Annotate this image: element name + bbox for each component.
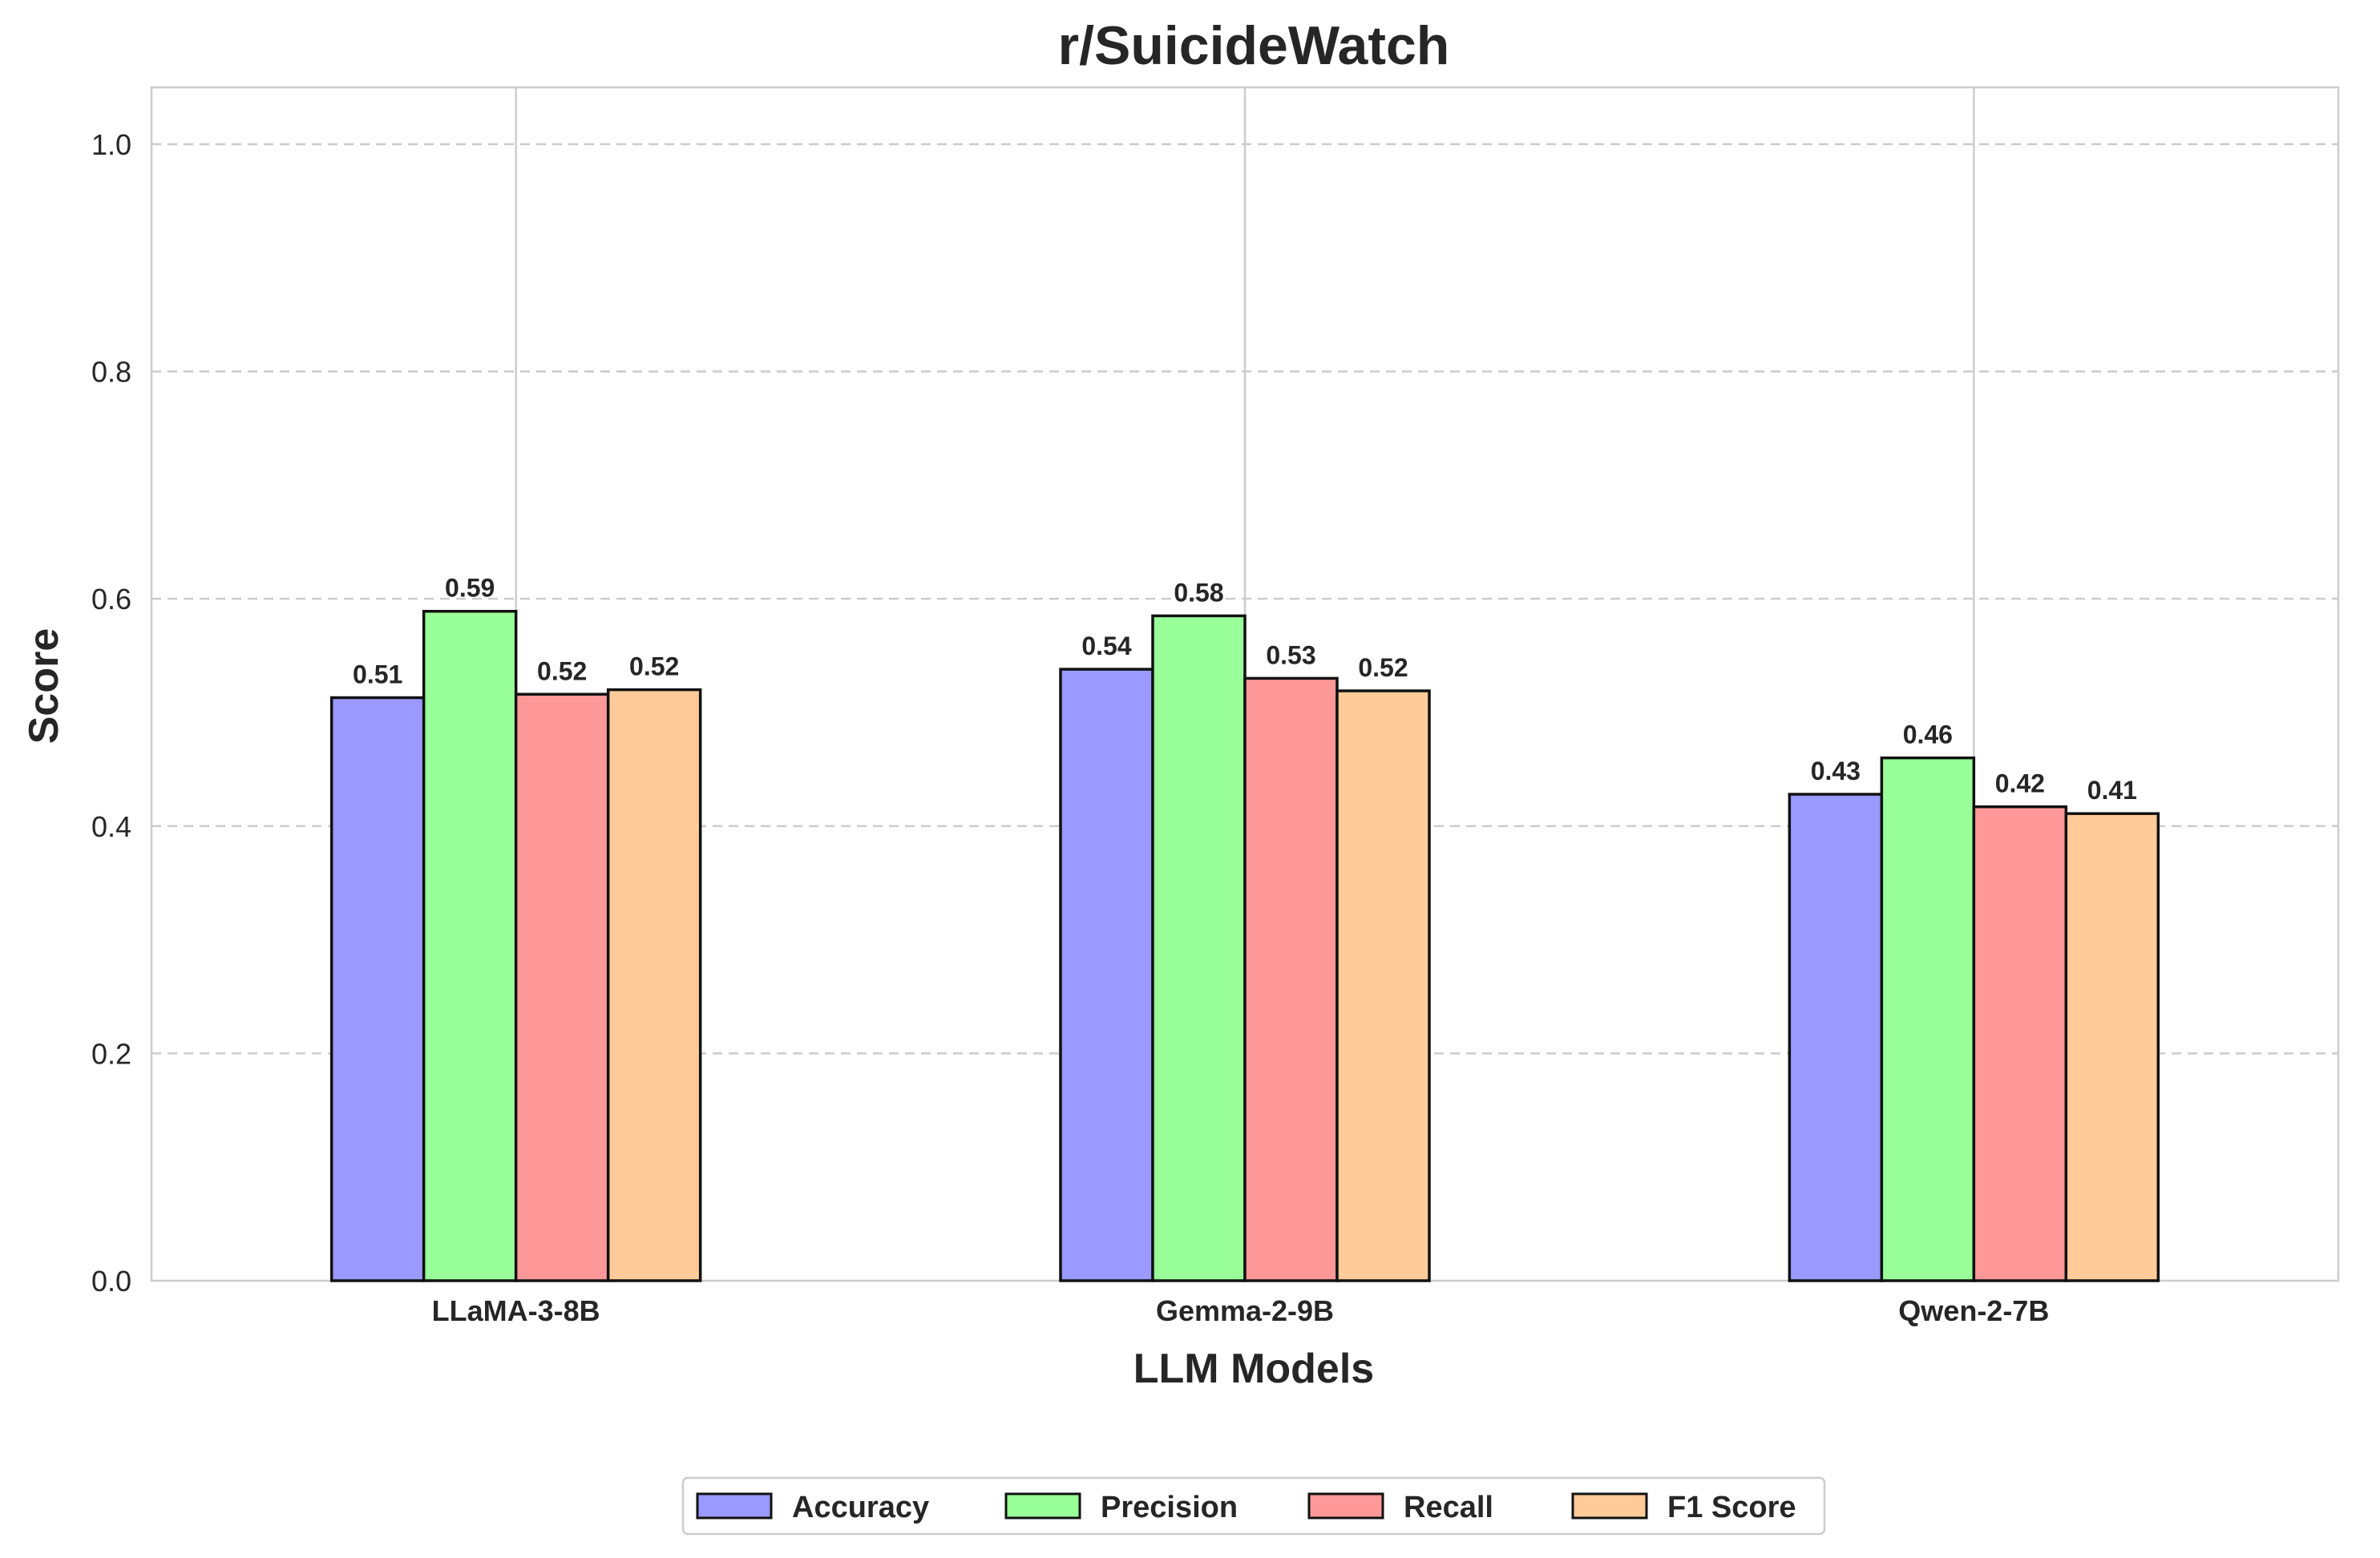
legend-swatch — [1571, 1492, 1648, 1520]
bar — [422, 609, 518, 1282]
bar — [606, 688, 702, 1282]
y-axis-label: Score — [21, 628, 67, 745]
y-tick-label: 1.0 — [91, 128, 131, 161]
x-tick-label: Qwen-2-7B — [1898, 1294, 2049, 1327]
bar — [1972, 805, 2068, 1282]
x-tick-label: LLaMA-3-8B — [432, 1294, 600, 1327]
legend-swatch — [1307, 1492, 1384, 1520]
data-label: 0.52 — [629, 652, 679, 681]
bar — [1151, 614, 1247, 1282]
bar — [1788, 793, 1884, 1282]
bar — [1243, 676, 1339, 1282]
legend-swatch — [1004, 1492, 1081, 1520]
data-label: 0.52 — [1358, 653, 1408, 682]
legend-swatch — [696, 1492, 773, 1520]
data-label: 0.42 — [1995, 769, 2045, 798]
x-tick-label: Gemma-2-9B — [1156, 1294, 1334, 1327]
data-label: 0.52 — [537, 656, 587, 685]
x-axis-label: LLM Models — [1133, 1346, 1374, 1392]
y-tick-label: 0.6 — [91, 583, 131, 616]
bar — [514, 692, 610, 1282]
legend-items: Accuracy Precision Recall F1 Score — [696, 1491, 1796, 1524]
data-label: 0.59 — [445, 574, 495, 603]
data-label: 0.58 — [1174, 578, 1223, 607]
data-label: 0.54 — [1081, 632, 1131, 660]
bars-layer — [329, 609, 2160, 1282]
legend: Accuracy Precision Recall F1 Score — [681, 1476, 1826, 1536]
bar — [1059, 668, 1154, 1282]
legend-label: Accuracy — [792, 1491, 929, 1524]
data-label: 0.43 — [1811, 757, 1861, 785]
legend-label: F1 Score — [1667, 1491, 1796, 1524]
bar — [329, 696, 426, 1282]
y-tick-label: 0.8 — [91, 356, 131, 389]
bar — [1880, 756, 1976, 1282]
data-labels-layer: 0.51 0.54 0.43 0.59 0.58 0.46 0.52 0.53 0.42 0.52… — [353, 574, 2137, 805]
y-tick-label: 0.4 — [91, 810, 131, 843]
legend-label: Recall — [1404, 1491, 1493, 1524]
data-label: 0.53 — [1266, 640, 1315, 669]
legend-label: Precision — [1101, 1491, 1238, 1524]
bar — [2064, 812, 2160, 1282]
y-tick-label: 0.2 — [91, 1037, 131, 1070]
legend-box — [681, 1476, 1826, 1536]
data-label: 0.51 — [353, 660, 402, 689]
bar — [1335, 689, 1431, 1282]
ticks-layer: 0.0 0.2 0.4 0.6 0.8 1.0 LLaMA-3-8B Gemma-2-9B Qw… — [91, 128, 2049, 1327]
data-label: 0.41 — [2087, 776, 2137, 805]
chart-title: r/SuicideWatch — [1058, 15, 1450, 76]
data-label: 0.46 — [1903, 720, 1953, 749]
y-tick-label: 0.0 — [91, 1265, 131, 1298]
